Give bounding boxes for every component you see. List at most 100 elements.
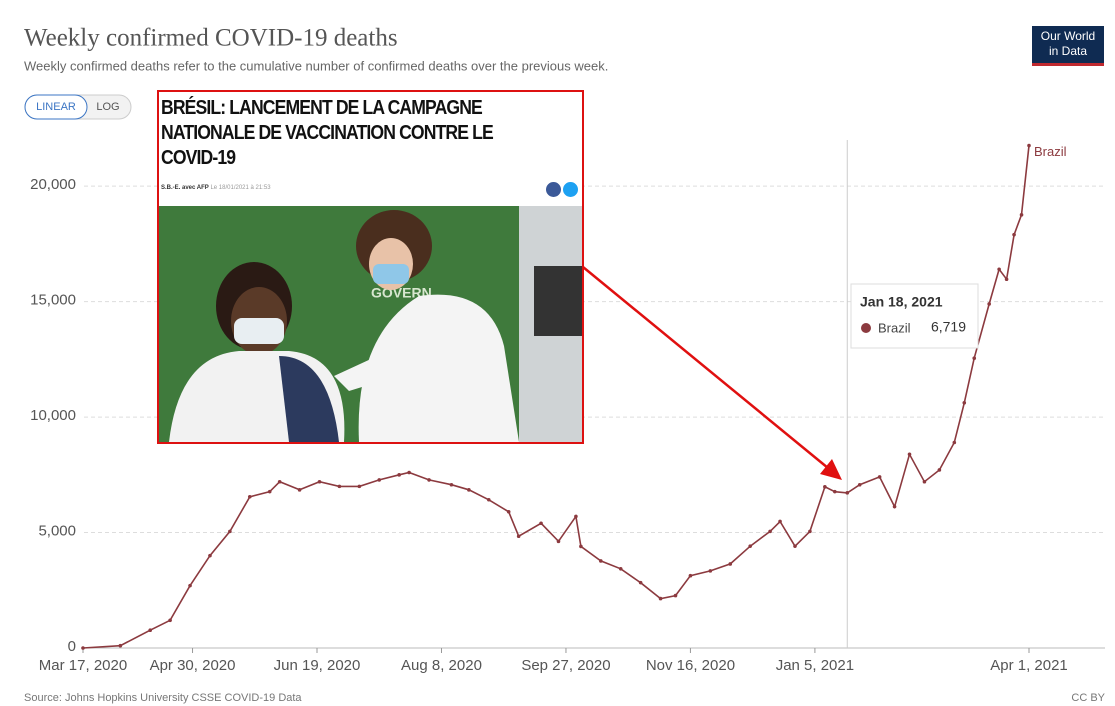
data-point bbox=[808, 529, 812, 534]
annotation-arrowhead bbox=[820, 459, 842, 480]
data-point bbox=[449, 482, 454, 487]
x-tick-label: Jun 19, 2020 bbox=[274, 657, 361, 674]
tooltip: Jan 18, 2021 Brazil 6,719 bbox=[850, 283, 979, 349]
data-point bbox=[845, 491, 850, 495]
scale-toggle: LINEAR LOG bbox=[24, 94, 132, 120]
photo-arm bbox=[334, 346, 414, 391]
series-label: Brazil bbox=[1034, 144, 1067, 159]
data-point bbox=[467, 488, 471, 492]
data-point bbox=[922, 479, 927, 484]
data-point bbox=[277, 479, 282, 484]
x-tick-label: Aug 8, 2020 bbox=[401, 657, 482, 674]
headline-line: BRÉSIL: LANCEMENT DE LA CAMPAGNE bbox=[161, 97, 483, 119]
data-point bbox=[506, 509, 511, 514]
photo-person bbox=[358, 294, 519, 442]
data-point bbox=[1012, 232, 1016, 237]
x-tick-label: Jan 5, 2021 bbox=[776, 657, 854, 674]
data-point bbox=[937, 468, 942, 472]
data-point bbox=[708, 569, 713, 573]
chart-title: Weekly confirmed COVID-19 deaths bbox=[24, 25, 398, 52]
article-date: Le 18/01/2021 à 21:53 bbox=[210, 185, 271, 191]
data-point bbox=[823, 485, 827, 489]
logo-text: in Data bbox=[1049, 44, 1087, 58]
data-point bbox=[188, 583, 192, 588]
data-point bbox=[952, 440, 957, 445]
y-tick-label: 5,000 bbox=[38, 523, 76, 540]
data-point bbox=[516, 534, 521, 539]
headline-line: NATIONALE DE VACCINATION CONTRE LE bbox=[161, 122, 494, 144]
x-tick-label: Apr 30, 2020 bbox=[150, 657, 236, 674]
tooltip-title: Jan 18, 2021 bbox=[860, 294, 943, 310]
logo-text: Our World bbox=[1041, 29, 1095, 43]
data-point bbox=[397, 473, 401, 477]
data-point bbox=[168, 618, 172, 623]
data-point bbox=[618, 566, 623, 571]
tooltip-marker bbox=[861, 323, 871, 333]
series-line bbox=[82, 145, 1030, 649]
data-point bbox=[892, 504, 897, 509]
data-point bbox=[148, 628, 153, 633]
data-point bbox=[1027, 143, 1031, 148]
byline-row: S.B.-E. avec AFP Le 18/01/2021 à 21:53 bbox=[161, 185, 271, 191]
data-point bbox=[228, 529, 232, 534]
tooltip-box bbox=[850, 283, 979, 349]
data-point bbox=[833, 489, 837, 494]
photo-mask bbox=[234, 318, 284, 344]
x-tick-label: Mar 17, 2020 bbox=[39, 657, 127, 674]
license: CC BY bbox=[1071, 692, 1105, 704]
source: Source: Johns Hopkins University CSSE CO… bbox=[24, 692, 302, 704]
x-tick-label: Apr 1, 2021 bbox=[990, 657, 1068, 674]
logo-box bbox=[1032, 26, 1104, 66]
y-tick-label: 0 bbox=[68, 638, 76, 655]
logo: Our World in Data bbox=[1032, 26, 1104, 66]
data-point bbox=[728, 562, 733, 566]
byline: S.B.-E. avec AFP bbox=[161, 185, 209, 191]
data-point bbox=[539, 521, 543, 526]
data-point bbox=[778, 519, 782, 524]
data-point bbox=[81, 646, 85, 650]
data-point bbox=[793, 544, 797, 548]
data-point bbox=[579, 544, 583, 549]
data-point bbox=[118, 643, 123, 648]
y-tick-label: 20,000 bbox=[30, 176, 76, 193]
data-point bbox=[997, 267, 1001, 272]
article-photo: GOVERN bbox=[159, 206, 582, 442]
data-point bbox=[486, 497, 491, 502]
linear-label[interactable]: LINEAR bbox=[36, 101, 76, 113]
data-point bbox=[962, 400, 967, 405]
data-point bbox=[658, 596, 663, 601]
data-point bbox=[768, 529, 772, 534]
data-point bbox=[247, 494, 252, 499]
data-point bbox=[297, 488, 302, 492]
data-point bbox=[857, 482, 862, 487]
tooltip-value: 6,719 bbox=[931, 319, 966, 335]
data-point bbox=[972, 356, 977, 361]
logo-stripe bbox=[1032, 63, 1104, 66]
data-point bbox=[673, 593, 678, 598]
share-twitter[interactable] bbox=[563, 182, 578, 197]
chart-subtitle: Weekly confirmed deaths refer to the cum… bbox=[24, 58, 608, 73]
annotation-arrow bbox=[582, 266, 829, 469]
data-point bbox=[599, 559, 603, 563]
share-facebook[interactable] bbox=[546, 182, 561, 197]
linear-button[interactable] bbox=[24, 94, 88, 120]
tooltip-series: Brazil bbox=[878, 320, 911, 335]
data-point bbox=[208, 553, 212, 558]
x-tick-label: Nov 16, 2020 bbox=[646, 657, 735, 674]
data-point bbox=[357, 484, 362, 489]
data-point bbox=[748, 544, 752, 548]
data-point bbox=[267, 489, 272, 494]
data-point bbox=[1019, 213, 1024, 217]
x-tick-label: Sep 27, 2020 bbox=[521, 657, 610, 674]
y-tick-label: 10,000 bbox=[30, 407, 76, 424]
data-point bbox=[907, 452, 912, 457]
data-point bbox=[427, 478, 431, 482]
data-point bbox=[556, 539, 561, 544]
data-point bbox=[688, 573, 693, 578]
data-point bbox=[1004, 277, 1009, 282]
log-label[interactable]: LOG bbox=[96, 101, 119, 113]
article-inset: BRÉSIL: LANCEMENT DE LA CAMPAGNE NATIONA… bbox=[157, 90, 584, 444]
photo-screen bbox=[534, 266, 582, 336]
photo-mask bbox=[373, 264, 409, 284]
